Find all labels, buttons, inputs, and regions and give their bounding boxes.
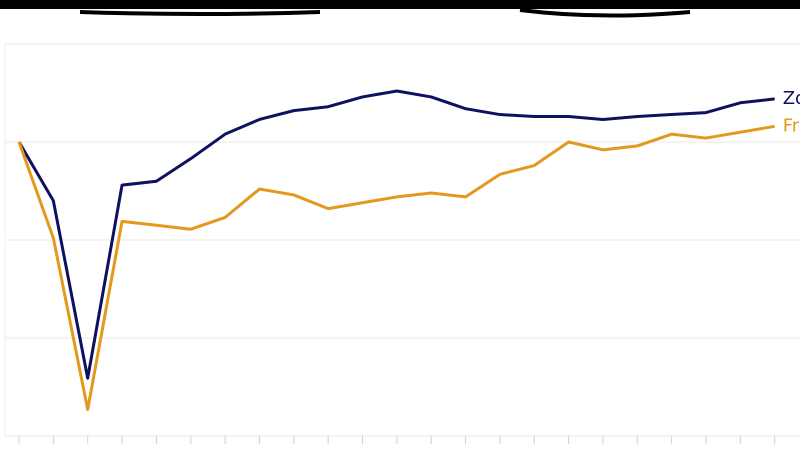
series-line [17, 89, 775, 380]
redaction-bar [0, 0, 800, 9]
redaction-scribble [79, 8, 691, 18]
series-label: Fr [783, 115, 800, 136]
series-label: Zo [783, 88, 800, 109]
series-line [17, 124, 775, 412]
